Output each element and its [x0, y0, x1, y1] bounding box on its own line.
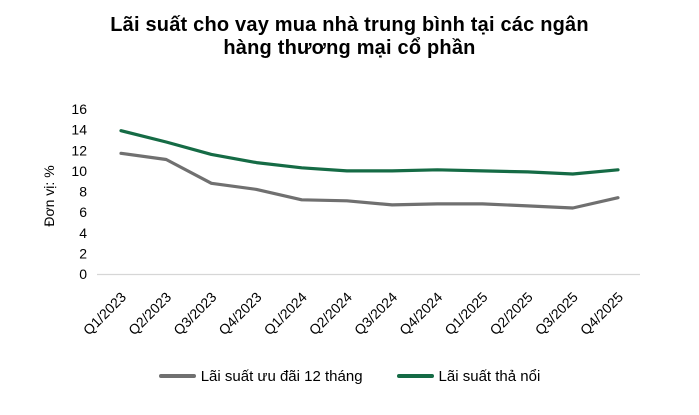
- legend-item-floating-rate: Lãi suất thả nổi: [396, 367, 541, 385]
- y-axis-tick-label: 6: [79, 204, 87, 220]
- x-axis-tick-label: Q4/2023: [215, 289, 264, 338]
- chart-title-line2: hàng thương mại cổ phần: [223, 37, 476, 59]
- x-axis-tick-label: Q3/2023: [170, 289, 219, 338]
- chart-legend: Lãi suất ưu đãi 12 tháng Lãi suất thả nổ…: [0, 362, 699, 390]
- y-axis-tick-label: 2: [79, 245, 87, 261]
- x-axis-tick-label: Q2/2025: [486, 289, 535, 338]
- y-axis-tick-label: 0: [79, 266, 87, 282]
- series-line-1: [119, 129, 620, 176]
- x-axis-tick-label: Q1/2023: [80, 289, 129, 338]
- y-axis-title: Đơn vị: %: [41, 165, 57, 226]
- chart-title: Lãi suất cho vay mua nhà trung bình tại …: [0, 14, 699, 60]
- x-axis-tick-label: Q1/2025: [441, 289, 490, 338]
- x-axis-tick-label: Q3/2024: [351, 289, 400, 338]
- y-axis-tick-label: 4: [79, 225, 87, 241]
- x-axis-tick-label: Q2/2023: [125, 289, 174, 338]
- y-axis-tick-label: 8: [79, 184, 87, 200]
- x-axis-tick-label: Q4/2025: [577, 289, 626, 338]
- y-axis-tick-label: 10: [71, 163, 87, 179]
- chart-title-line1: Lãi suất cho vay mua nhà trung bình tại …: [110, 14, 589, 36]
- legend-label-preferential-rate: Lãi suất ưu đãi 12 tháng: [200, 367, 363, 385]
- legend-label-floating-rate: Lãi suất thả nổi: [438, 367, 541, 385]
- x-axis-tick-label: Q1/2024: [261, 289, 310, 338]
- x-axis-tick-label: Q4/2024: [396, 289, 445, 338]
- y-axis-tick-label: 14: [71, 122, 87, 138]
- y-axis-tick-label: 16: [71, 101, 87, 117]
- legend-item-preferential-rate: Lãi suất ưu đãi 12 tháng: [158, 367, 363, 385]
- y-axis-tick-label: 12: [71, 142, 87, 158]
- series-line-0: [119, 151, 620, 210]
- x-axis-tick-label: Q3/2025: [532, 289, 581, 338]
- legend-swatch-gray-line: [158, 374, 196, 378]
- x-axis-tick-label: Q2/2024: [306, 289, 355, 338]
- legend-swatch-green-line: [396, 374, 434, 378]
